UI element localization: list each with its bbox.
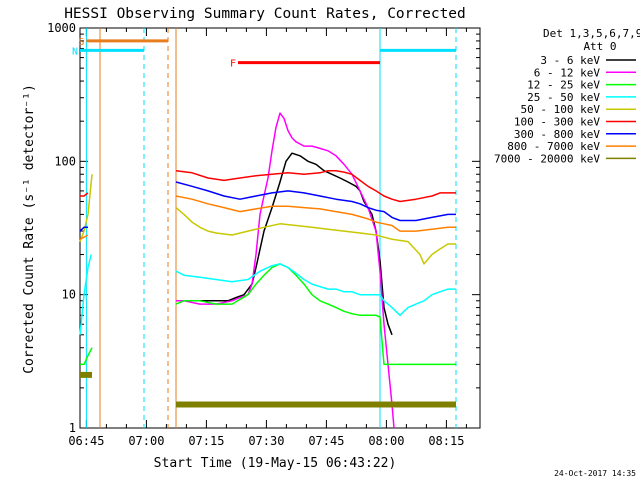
legend-entry-label: 3 - 6 keV	[540, 54, 600, 67]
legend-entry-label: 6 - 12 keV	[534, 66, 601, 79]
series-line	[175, 169, 456, 203]
y-tick-label: 1	[69, 421, 76, 435]
footer-timestamp: 24-Oct-2017 14:35	[554, 469, 636, 478]
flag-label: F	[230, 59, 236, 70]
x-axis-label: Start Time (19-May-15 06:43:22)	[154, 456, 397, 471]
series-line	[175, 195, 456, 232]
series-line	[79, 254, 92, 335]
legend-entry-label: 25 - 50 keV	[527, 91, 600, 104]
y-tick-label: 100	[54, 154, 76, 168]
legend-entry-label: 100 - 300 keV	[514, 116, 600, 129]
series-line	[176, 112, 395, 429]
series-line	[80, 192, 89, 197]
y-tick-label: 10	[62, 288, 76, 302]
series-line	[175, 263, 456, 366]
x-tick-label: 08:00	[368, 434, 404, 448]
y-axis-label: Corrected Count Rate (s⁻¹ detector⁻¹)	[22, 84, 37, 374]
plot-area: 1 10 100 1000 06:45 07:00 07:15 07:30 07:45 08:00…	[47, 21, 481, 448]
x-tick-label: 07:15	[188, 434, 224, 448]
series-line	[79, 226, 88, 232]
legend-entry-label: 50 - 100 keV	[521, 103, 601, 116]
legend-header-line-2: Att 0	[583, 40, 616, 53]
series-line	[80, 347, 93, 366]
series-line	[176, 152, 393, 336]
x-tick-label: 07:45	[308, 434, 344, 448]
series-line	[79, 234, 89, 240]
legend-entry-label: 12 - 25 keV	[527, 79, 600, 92]
series-line	[175, 207, 456, 265]
series-line	[79, 174, 93, 242]
x-tick-label: 07:00	[128, 434, 164, 448]
x-tick-label: 08:15	[428, 434, 464, 448]
flag-label: N	[72, 46, 78, 57]
flag-label: S	[78, 37, 84, 48]
series-line	[175, 263, 456, 317]
legend-entry-label: 300 - 800 keV	[514, 128, 600, 141]
legend-entry-label: 800 - 7000 keV	[507, 140, 600, 153]
x-tick-label: 06:45	[68, 434, 104, 448]
legend-entry-label: 7000 - 20000 keV	[494, 152, 600, 165]
chart-title: HESSI Observing Summary Count Rates, Cor…	[64, 6, 466, 22]
legend-header-line-1: Det 1,3,5,6,7,9,	[543, 27, 640, 40]
y-tick-label: 1000	[47, 21, 76, 35]
x-tick-label: 07:30	[248, 434, 284, 448]
series-line	[175, 181, 456, 222]
plot-frame	[79, 27, 481, 429]
